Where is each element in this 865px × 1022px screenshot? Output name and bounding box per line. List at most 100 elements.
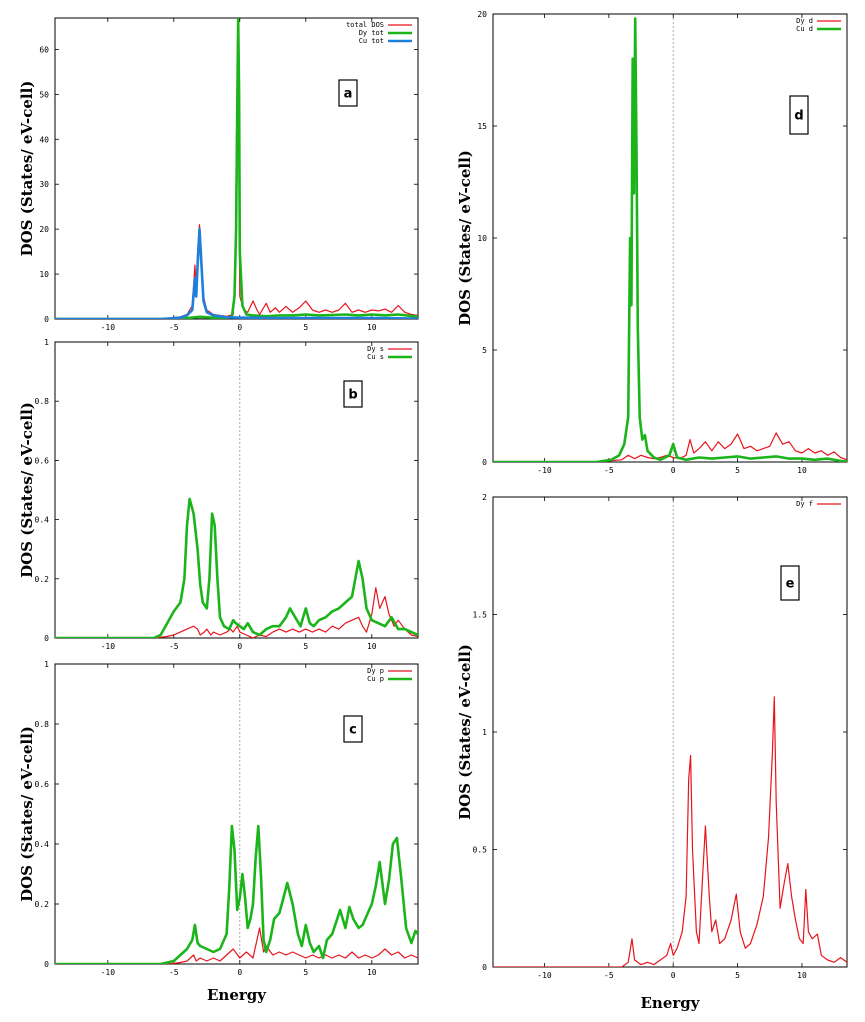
panel-d: -10 -5 0 5 10 0 5 10 15 20 Dy dCu d DOS (States/ eV…: [456, 10, 848, 475]
y-tick-label: 1: [44, 660, 49, 669]
x-tick-label: 0: [237, 642, 242, 651]
x-tick-label: 10: [797, 466, 807, 475]
x-tick-label: 10: [367, 323, 377, 332]
plot-frame: [54, 341, 419, 639]
x-tick-label: 5: [303, 642, 308, 651]
series-line-cu-tot: [55, 227, 418, 319]
panel-letter: a: [344, 87, 353, 102]
y-tick-label: 20: [39, 225, 49, 234]
y-axis-label: DOS (States/ eV-cell): [18, 81, 36, 257]
legend-label: total DOS: [346, 21, 384, 29]
x-tick-label: -5: [604, 466, 614, 475]
x-tick-label: 10: [367, 642, 377, 651]
legend-label: Cu d: [796, 25, 813, 33]
y-tick-label: 50: [39, 90, 49, 99]
y-tick-label: 1: [482, 728, 487, 737]
x-tick-label: 0: [237, 968, 242, 977]
y-tick-label: 60: [39, 45, 49, 54]
y-tick-label: 0.6: [35, 456, 50, 465]
x-tick-label: 10: [797, 971, 807, 980]
panel-letter-box: [789, 95, 809, 135]
y-tick-label: 15: [477, 122, 487, 131]
legend-label: Dy tot: [359, 29, 384, 37]
panel-letter-box: [780, 565, 800, 601]
x-tick-label: -5: [169, 323, 179, 332]
series-line-dy-tot: [55, 18, 418, 319]
y-tick-label: 5: [482, 346, 487, 355]
legend-label: Cu p: [367, 675, 384, 683]
legend-label: Cu s: [367, 353, 384, 361]
panel-letter: d: [794, 109, 803, 124]
y-tick-label: 0: [44, 960, 49, 969]
panel-c: -10 -5 0 5 10 0 0.2 0.4 0.6 0.8 1 Dy pCu p DOS (Stat…: [18, 660, 419, 1004]
x-tick-label: 0: [671, 971, 676, 980]
x-tick-label: -5: [604, 971, 614, 980]
legend-label: Dy d: [796, 17, 813, 25]
y-tick-label: 0: [482, 963, 487, 972]
series-line-cu-s: [55, 497, 418, 638]
y-tick-label: 0.8: [35, 720, 50, 729]
y-tick-label: 2: [482, 493, 487, 502]
y-axis-label: DOS (States/ eV-cell): [456, 150, 474, 326]
legend-label: Dy p: [367, 667, 384, 675]
y-tick-label: 10: [477, 234, 487, 243]
panel-b: -10 -5 0 5 10 0 0.2 0.4 0.6 0.8 1 Dy sCu s DOS (Stat…: [18, 338, 419, 651]
y-tick-label: 0.5: [473, 846, 488, 855]
panel-e: -10 -5 0 5 10 0 0.5 1 1.5 2 Dy f DOS (States/ eV-ce…: [456, 493, 848, 1012]
panel-letter: b: [348, 388, 357, 403]
y-tick-label: 0: [44, 634, 49, 643]
series-line-dy-d: [493, 432, 847, 462]
x-tick-label: -10: [101, 642, 116, 651]
x-tick-label: 0: [237, 323, 242, 332]
y-tick-label: 1.5: [473, 611, 488, 620]
y-axis-label: DOS (States/ eV-cell): [456, 644, 474, 820]
x-axis-label: Energy: [641, 994, 701, 1012]
y-tick-label: 0.4: [35, 516, 50, 525]
series-line-dy-s: [55, 587, 418, 638]
x-tick-label: 5: [303, 323, 308, 332]
y-tick-label: 10: [39, 270, 49, 279]
x-tick-label: 5: [303, 968, 308, 977]
x-tick-label: 5: [735, 466, 740, 475]
x-tick-label: -10: [537, 971, 552, 980]
y-tick-label: 1: [44, 338, 49, 347]
series-line-cu-p: [55, 824, 418, 964]
y-tick-label: 30: [39, 180, 49, 189]
y-tick-label: 20: [477, 10, 487, 19]
x-axis-label: Energy: [207, 986, 267, 1004]
x-tick-label: -5: [169, 968, 179, 977]
legend-label: Dy s: [367, 345, 384, 353]
y-tick-label: 0.2: [35, 575, 50, 584]
y-tick-label: 0.4: [35, 840, 50, 849]
y-tick-label: 0: [44, 315, 49, 324]
panel-letter-box: [343, 715, 363, 743]
series-line-cu-d: [493, 17, 847, 462]
y-tick-label: 0.8: [35, 397, 50, 406]
panel-letter: e: [786, 577, 795, 592]
y-tick-label: 40: [39, 135, 49, 144]
panel-letter-box: [343, 380, 363, 408]
x-tick-label: -10: [101, 323, 116, 332]
series-line-dy-f: [493, 696, 847, 967]
panel-letter-box: [338, 79, 358, 107]
legend-label: Dy f: [796, 500, 813, 508]
y-axis-label: DOS (States/ eV-cell): [18, 402, 36, 578]
y-tick-label: 0.6: [35, 780, 50, 789]
plot-frame: [54, 17, 419, 320]
plot-frame: [54, 663, 419, 965]
y-tick-label: 0.2: [35, 900, 50, 909]
y-tick-label: 0: [482, 458, 487, 467]
x-tick-label: -5: [169, 642, 179, 651]
series-line-dy-p: [55, 927, 418, 964]
y-axis-label: DOS (States/ eV-cell): [18, 726, 36, 902]
panel-letter: c: [349, 723, 357, 738]
x-tick-label: 5: [735, 971, 740, 980]
legend-label: Cu tot: [359, 37, 384, 45]
x-tick-label: -10: [101, 968, 116, 977]
x-tick-label: 10: [367, 968, 377, 977]
x-tick-label: -10: [537, 466, 552, 475]
x-tick-label: 0: [671, 466, 676, 475]
